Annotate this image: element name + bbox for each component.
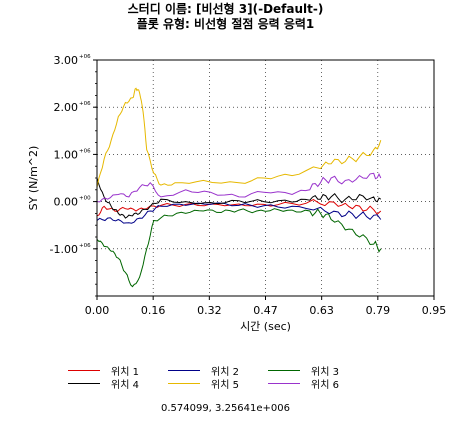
y-tick-label: 2.00 [54,101,79,114]
legend-swatch [268,370,300,371]
legend-swatch [68,383,100,384]
y-tick-exponent: +06 [79,148,91,154]
legend-swatch [168,383,200,384]
series-line-4 [96,177,382,219]
legend-swatch [68,370,100,371]
legend-label: 위치 6 [311,380,339,391]
x-tick-label: 0.00 [85,304,110,317]
legend-item: 위치 4 [68,376,168,391]
x-tick-label: 0.47 [253,304,278,317]
x-tick-label: 0.79 [366,304,391,317]
legend-label: 위치 3 [311,367,339,378]
series-line-6 [96,172,382,203]
title-line-plot-type: 플롯 유형: 비선형 절점 응력 응력1 [136,17,315,31]
legend-label: 위치 4 [111,380,139,391]
legend-item: 위치 5 [168,376,268,391]
legend-row: 위치 1 위치 2 위치 3 [68,363,368,378]
series-line-5 [96,87,382,188]
legend-item: 위치 3 [268,363,368,378]
x-tick-label: 0.95 [422,304,447,317]
legend: 위치 1 위치 2 위치 3 위치 4 위치 5 위치 6 [68,363,368,391]
legend-swatch [268,383,300,384]
y-tick-exponent: +06 [79,101,91,107]
y-tick-label: 1.00 [54,148,79,161]
y-tick-label: 3.00 [54,54,79,67]
title-line-study: 스터디 이름: [비선형 3](-Default-) [127,2,324,16]
y-tick-exponent: +06 [79,243,91,249]
x-tick-label: 0.63 [309,304,334,317]
y-tick-exponent: +00 [79,196,91,202]
legend-label: 위치 5 [211,380,239,391]
series-lines [96,87,382,288]
legend-item: 위치 2 [168,363,268,378]
chart-title: 스터디 이름: [비선형 3](-Default-) 플롯 유형: 비선형 절점… [0,2,451,32]
legend-item: 위치 6 [268,376,368,391]
tick-labels: 0.00 0.16 0.32 0.47 0.63 0.79 0.953.00 +062.00 +… [50,54,447,317]
line-chart: 0.00 0.16 0.32 0.47 0.63 0.79 0.953.00 +062.00 +… [27,54,447,333]
cursor-readout: 0.574099, 3.25641e+006 [160,403,291,414]
y-tick-label: -1.00 [50,243,78,256]
legend-item: 위치 1 [68,363,168,378]
legend-label: 위치 2 [211,367,239,378]
x-axis-label: 시간 (sec) [240,320,291,333]
y-axis-label: SY (N/m^2) [27,146,40,211]
legend-label: 위치 1 [111,367,139,378]
legend-row: 위치 4 위치 5 위치 6 [68,376,368,391]
legend-swatch [168,370,200,371]
x-tick-label: 0.16 [141,304,166,317]
series-line-3 [96,208,382,288]
y-tick-exponent: +06 [79,54,91,60]
y-tick-label: 0.00 [54,196,79,209]
x-tick-label: 0.32 [197,304,222,317]
series-line-2 [96,202,382,224]
